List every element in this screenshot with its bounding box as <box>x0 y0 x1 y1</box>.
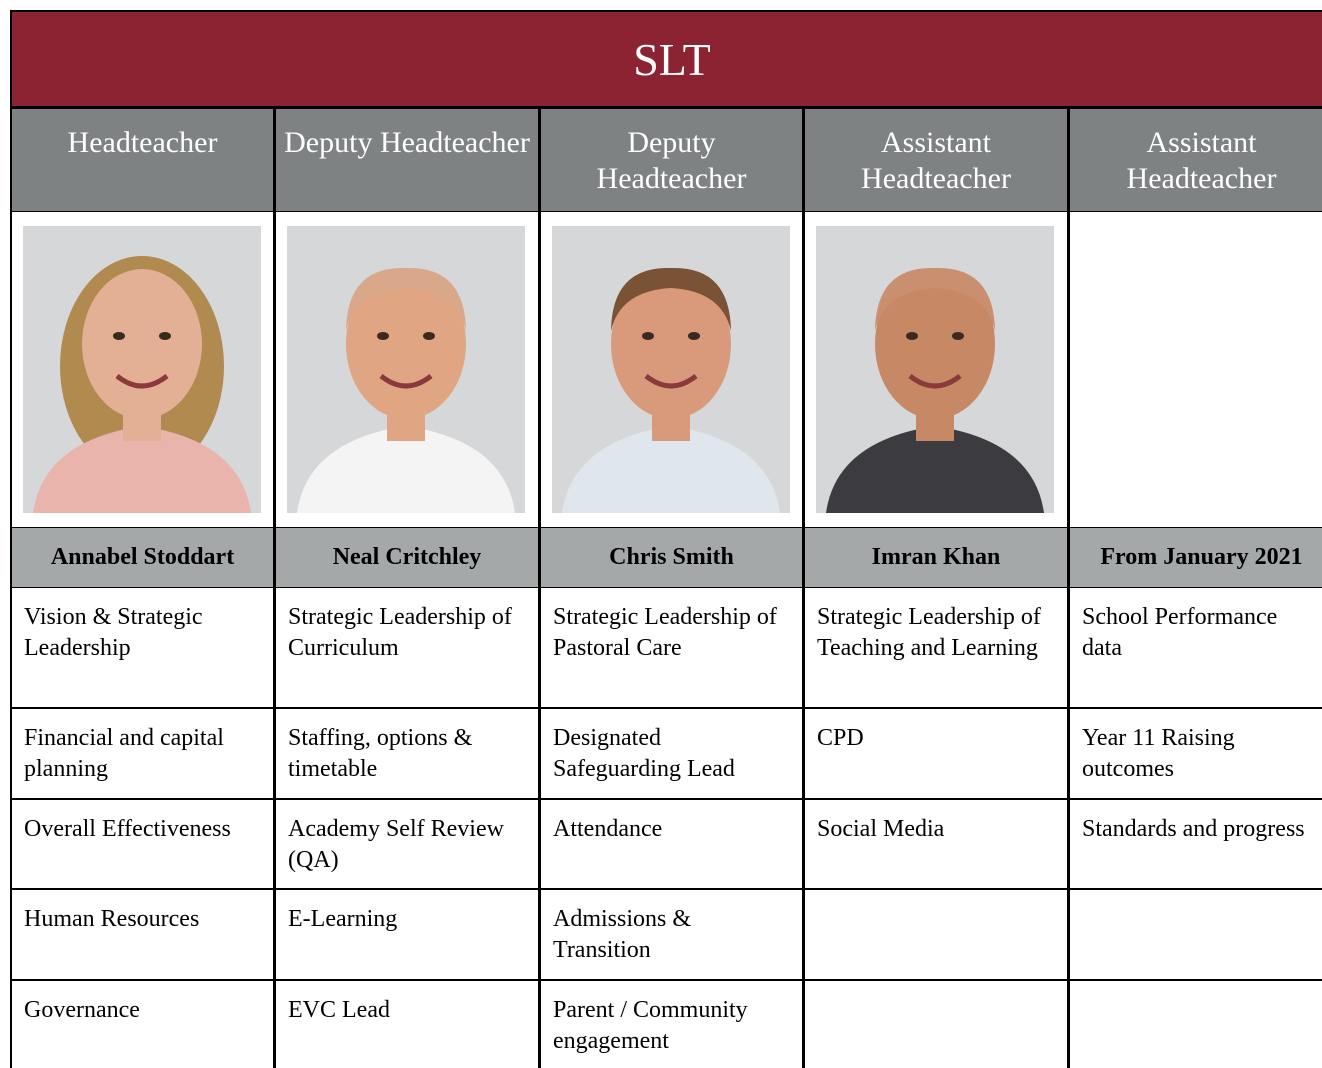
staff-name: Imran Khan <box>803 527 1068 588</box>
staff-name: Chris Smith <box>539 527 803 588</box>
duty-cell: Vision & Strategic Leadership <box>10 587 274 709</box>
duty-cell: Governance <box>10 980 274 1068</box>
duty-cell: Strategic Leadership of Curriculum <box>274 587 539 709</box>
staff-name: Neal Critchley <box>274 527 539 588</box>
role-header: Deputy Headteacher <box>539 107 803 212</box>
photo-cell <box>539 211 803 528</box>
duty-cell <box>1068 980 1322 1068</box>
duty-cell: CPD <box>803 708 1068 800</box>
duty-cell <box>803 889 1068 981</box>
portrait <box>287 226 525 513</box>
duty-cell <box>1068 889 1322 981</box>
table-title: SLT <box>10 10 1322 108</box>
duty-cell <box>803 980 1068 1068</box>
duty-cell: E-Learning <box>274 889 539 981</box>
role-header: Headteacher <box>10 107 274 212</box>
photo-cell <box>10 211 274 528</box>
duty-cell: Overall Effectiveness <box>10 799 274 890</box>
duty-cell: Admissions & Transition <box>539 889 803 981</box>
duty-cell: Year 11 Raising outcomes <box>1068 708 1322 800</box>
photo-cell <box>803 211 1068 528</box>
duty-cell: Academy Self Review (QA) <box>274 799 539 890</box>
duty-cell: Staffing, options & timetable <box>274 708 539 800</box>
duty-cell: EVC Lead <box>274 980 539 1068</box>
portrait <box>552 226 790 513</box>
photo-cell <box>1068 211 1322 528</box>
duty-cell: Standards and progress <box>1068 799 1322 890</box>
duty-cell: Designated Safeguarding Lead <box>539 708 803 800</box>
role-header: Deputy Headteacher <box>274 107 539 212</box>
staff-name: From January 2021 <box>1068 527 1322 588</box>
duty-cell: Strategic Leadership of Pastoral Care <box>539 587 803 709</box>
duty-cell: Strategic Leadership of Teaching and Lea… <box>803 587 1068 709</box>
role-header: Assistant Headteacher <box>1068 107 1322 212</box>
portrait <box>816 226 1054 513</box>
photo-cell <box>274 211 539 528</box>
duty-cell: Human Resources <box>10 889 274 981</box>
duty-cell: Financial and capital planning <box>10 708 274 800</box>
duty-cell: Social Media <box>803 799 1068 890</box>
duty-cell: Parent / Community engagement <box>539 980 803 1068</box>
duty-cell: School Performance data <box>1068 587 1322 709</box>
role-header: Assistant Headteacher <box>803 107 1068 212</box>
portrait <box>23 226 261 513</box>
duty-cell: Attendance <box>539 799 803 890</box>
staff-name: Annabel Stoddart <box>10 527 274 588</box>
